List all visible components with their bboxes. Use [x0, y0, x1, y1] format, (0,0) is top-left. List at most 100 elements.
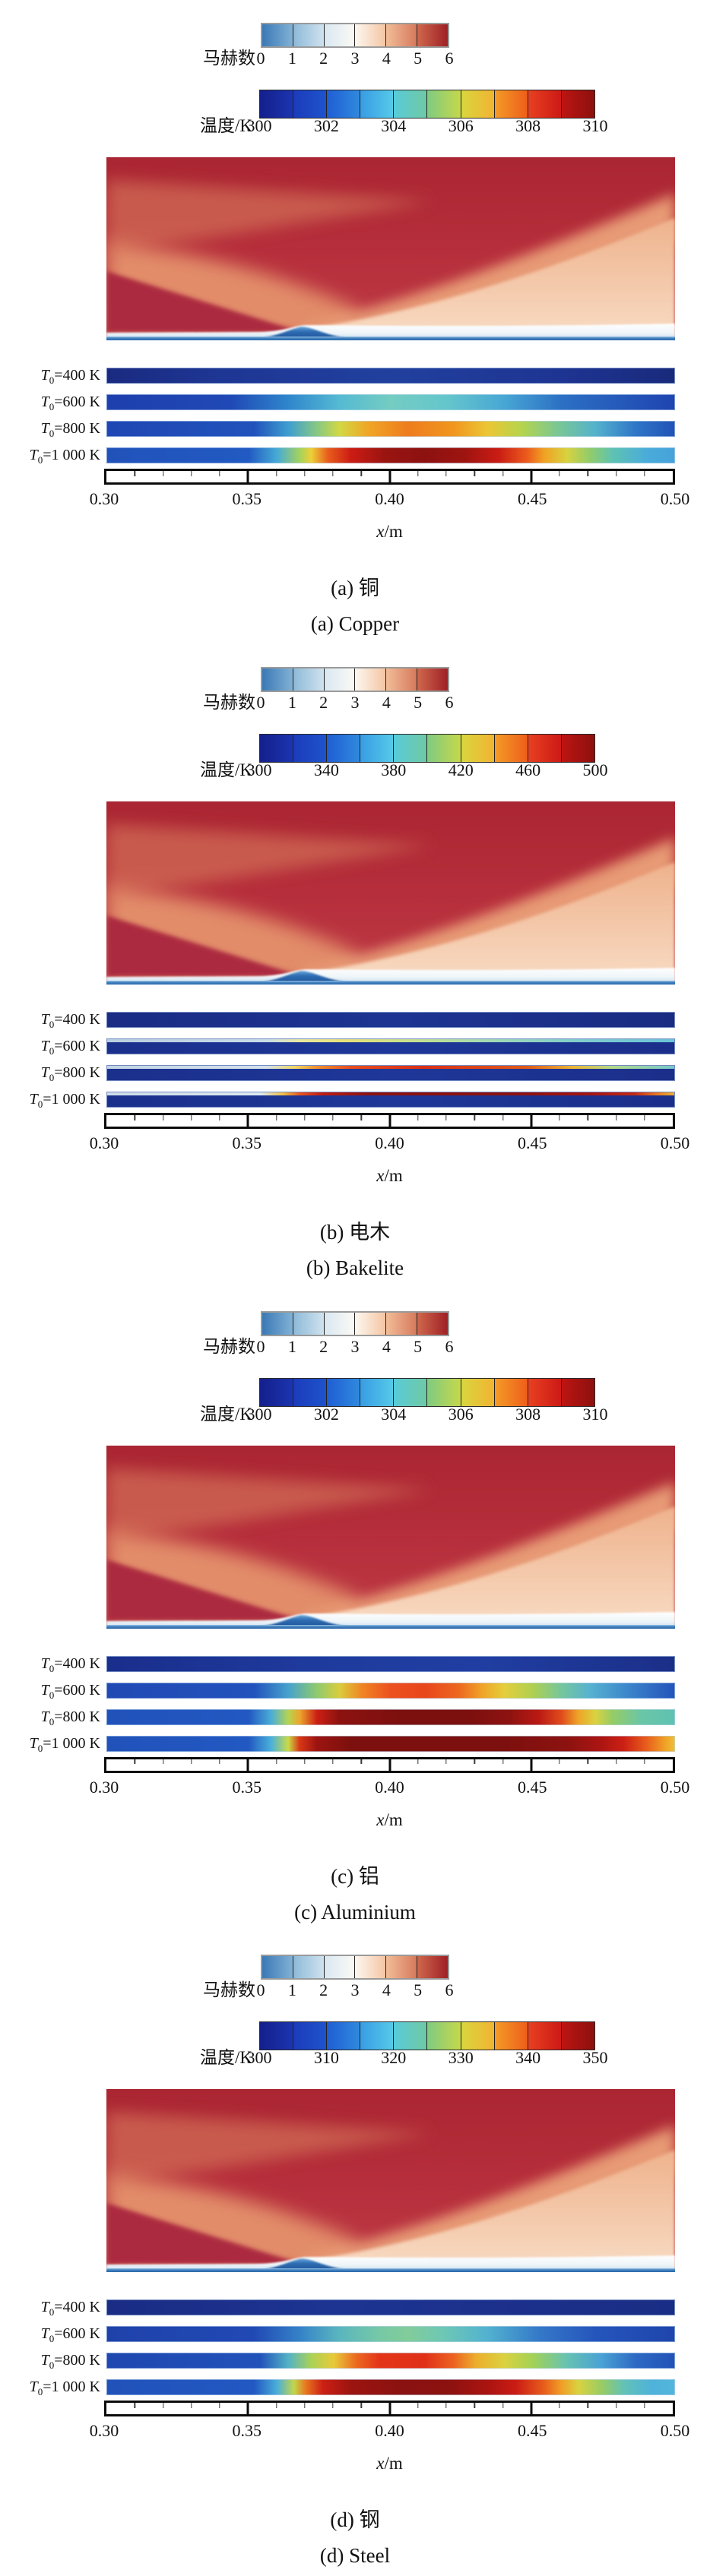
mach-tick-label: 6	[445, 692, 454, 712]
x-tick-label: 0.50	[660, 489, 690, 508]
mach-colorbar-segment	[354, 1956, 386, 1979]
mach-tick-label: 2	[319, 692, 328, 712]
temperature-tick-label: 340	[515, 2048, 541, 2068]
mach-tick-label: 2	[319, 1336, 328, 1356]
temperature-strip-400	[106, 2299, 675, 2316]
temperature-tick-label: 306	[448, 1404, 474, 1424]
x-tick-label: 0.45	[518, 1777, 547, 1797]
mach-colorbar-segment	[417, 668, 448, 691]
strip-label: T0=600 K	[40, 1037, 100, 1057]
mach-tick-label: 5	[414, 49, 423, 68]
temperature-tick-label: 340	[313, 760, 339, 779]
x-axis-minor-tick	[502, 2403, 504, 2408]
temperature-tick-label: 300	[246, 116, 272, 135]
mach-colorbar-segment	[323, 1956, 355, 1979]
mach-colorbar-segment	[417, 24, 448, 46]
x-axis	[104, 1112, 675, 1129]
x-tick-label: 0.40	[375, 1777, 404, 1797]
temperature-strip-800	[106, 421, 675, 437]
mach-contour-plot	[106, 157, 675, 340]
panel-b: 马赫数 0 1 2 3 4 5 6 温度/K 300 340 380 420 460 500 T0=4…	[0, 644, 710, 1288]
temperature-colorbar-segment	[260, 1378, 293, 1406]
mach-colorbar-segment	[262, 668, 293, 691]
x-axis-minor-tick	[445, 1114, 447, 1120]
x-axis-minor-tick	[332, 1759, 334, 1765]
mach-colorbar-segment	[292, 668, 324, 691]
temperature-strip-1000	[106, 1735, 675, 1752]
mach-tick-labels: 0 1 2 3 4 5 6	[257, 1980, 454, 2000]
mach-colorbar-segment	[417, 1312, 448, 1335]
temperature-colorbar-segment	[527, 1378, 561, 1406]
mach-tick-label: 5	[414, 692, 423, 712]
x-tick-label: 0.50	[660, 2421, 690, 2441]
strip-label: T0=1 000 K	[29, 1734, 100, 1754]
caption-chinese: (c) 铝	[331, 1864, 379, 1888]
mach-colorbar-segment	[323, 1312, 355, 1335]
mach-tick-label: 5	[414, 1980, 423, 2000]
x-axis-major-tick	[530, 1114, 533, 1127]
mach-colorbar-segment	[385, 24, 417, 46]
temperature-tick-label: 308	[515, 1404, 541, 1424]
temperature-tick-label: 330	[448, 2048, 474, 2068]
x-axis-minor-tick	[304, 1759, 306, 1765]
temperature-tick-label: 304	[381, 116, 407, 135]
mach-colorbar-segment	[292, 1956, 324, 1979]
temperature-strip-800	[106, 2353, 675, 2369]
strip-label: T0=800 K	[40, 2352, 100, 2372]
mach-tick-label: 6	[445, 1980, 454, 2000]
x-tick-label: 0.30	[89, 1777, 119, 1797]
mach-tick-label: 5	[414, 1336, 423, 1356]
temperature-tick-label: 420	[448, 760, 474, 779]
x-axis-minor-tick	[360, 2403, 362, 2408]
caption-english: (c) Aluminium	[294, 1900, 416, 1923]
x-axis	[104, 1756, 675, 1773]
temperature-colorbar-segment	[326, 2022, 360, 2050]
temperature-colorbar-segment	[527, 90, 561, 118]
x-tick-label: 0.40	[375, 489, 404, 508]
temperature-tick-label: 380	[381, 760, 407, 779]
x-axis-major-tick	[246, 1114, 249, 1127]
temperature-tick-labels: 300 310 320 330 340 350	[247, 2048, 608, 2068]
x-axis-minor-tick	[502, 1114, 504, 1120]
temperature-colorbar-segment	[527, 2022, 561, 2050]
x-axis-minor-tick	[219, 1759, 220, 1765]
x-axis-label: x/m	[376, 1165, 403, 1185]
mach-colorbar	[261, 1310, 449, 1336]
temperature-colorbar-segment	[460, 90, 494, 118]
strip-surface-heat-line	[107, 1065, 674, 1069]
temperature-strip-400	[106, 368, 675, 384]
strip-label: T0=400 K	[40, 2299, 100, 2318]
mach-tick-label: 3	[350, 49, 360, 68]
temperature-strip-600	[106, 1038, 675, 1054]
temperature-strip-1000	[106, 2379, 675, 2396]
temperature-strip-800	[106, 1064, 675, 1081]
x-tick-label: 0.45	[518, 2421, 547, 2441]
mach-contour-plot	[106, 801, 675, 985]
temperature-colorbar-segment	[260, 734, 293, 762]
x-axis-minor-tick	[275, 1759, 277, 1765]
temperature-colorbar-segment	[493, 90, 528, 118]
mach-colorbar-title: 马赫数	[203, 1980, 255, 2000]
mach-colorbar-segment	[323, 24, 355, 46]
mach-colorbar-segment	[262, 24, 293, 46]
x-axis-minor-tick	[644, 1114, 645, 1120]
mach-tick-label: 4	[382, 1980, 391, 2000]
mach-tick-label: 3	[350, 1980, 360, 2000]
x-tick-label: 0.40	[375, 1133, 404, 1152]
temperature-colorbar	[259, 90, 595, 119]
mach-tick-label: 1	[287, 1336, 296, 1356]
x-tick-label: 0.50	[660, 1777, 690, 1797]
strip-label: T0=600 K	[40, 2325, 100, 2345]
temperature-colorbar-segment	[493, 734, 528, 762]
x-axis-label: x/m	[376, 522, 403, 541]
x-tick-labels: 0.30 0.35 0.40 0.45 0.50	[90, 1133, 690, 1153]
x-axis-major-tick	[388, 1759, 391, 1771]
temperature-tick-label: 310	[582, 116, 608, 135]
temperature-tick-labels: 300 302 304 306 308 310	[247, 116, 608, 136]
strip-label: T0=600 K	[40, 1681, 100, 1701]
temperature-colorbar-segment	[326, 734, 360, 762]
temperature-tick-label: 308	[515, 116, 541, 135]
mach-tick-label: 1	[287, 1980, 296, 2000]
temperature-colorbar-segment	[426, 90, 461, 118]
